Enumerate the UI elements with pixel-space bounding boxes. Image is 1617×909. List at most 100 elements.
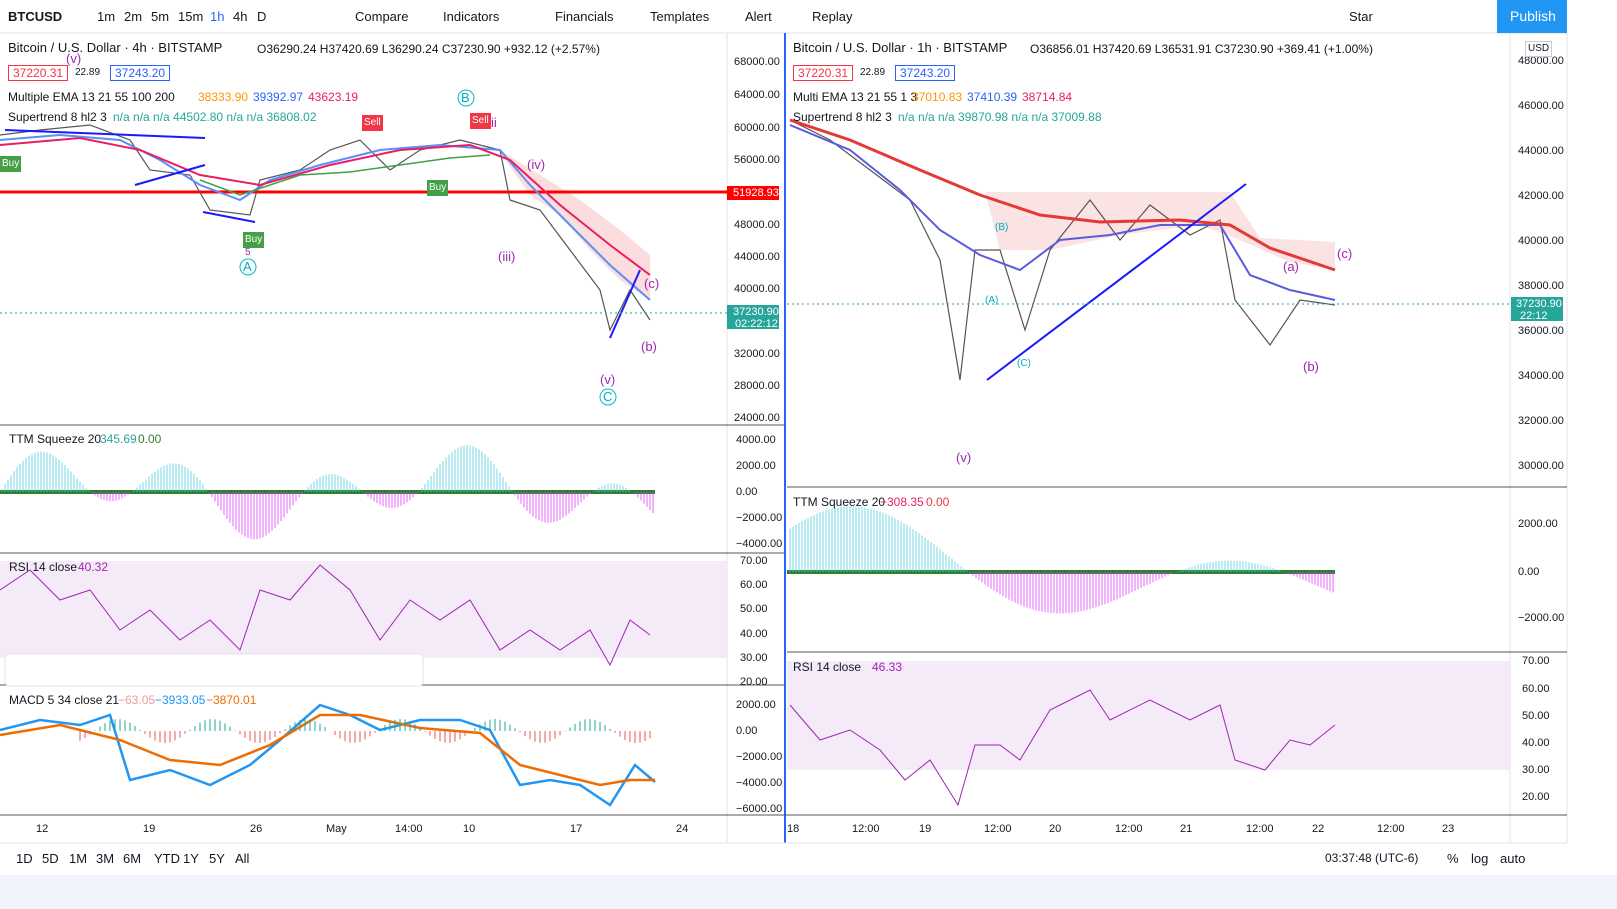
- time-axis-label: 12:00: [1115, 823, 1143, 835]
- price-axis-label: −4000.00: [736, 777, 783, 789]
- range-button[interactable]: 1M: [69, 851, 88, 866]
- star-button[interactable]: Star: [1349, 9, 1373, 24]
- interval[interactable]: D: [257, 9, 267, 24]
- wave-circle: [599, 388, 617, 406]
- publish-button[interactable]: Publish: [1510, 8, 1556, 24]
- price-tag: 37230.90: [733, 306, 779, 318]
- wave-label: (A): [985, 295, 999, 306]
- indicator-value: −63.05: [118, 693, 156, 707]
- tool-button[interactable]: Templates: [650, 9, 710, 24]
- indicator-name: TTM Squeeze 20: [793, 495, 886, 509]
- time-axis-label: 12:00: [852, 823, 880, 835]
- tag-bg: [1511, 297, 1563, 321]
- indicator-value: 46.33: [872, 660, 903, 674]
- countdown: 02:22:12: [735, 318, 778, 330]
- time-axis-label: 10: [463, 823, 476, 835]
- tag-bg: [727, 305, 779, 329]
- price-axis-label: 44000.00: [1518, 145, 1564, 157]
- range-button[interactable]: All: [235, 851, 250, 866]
- wave-label: ii: [491, 115, 497, 130]
- range-button[interactable]: YTD: [154, 851, 180, 866]
- indicator-value: 37010.83: [912, 90, 963, 104]
- ema-line: [0, 133, 651, 301]
- trendline: [986, 183, 1247, 381]
- price-axis-label: 28000.00: [734, 380, 780, 392]
- indicator-value: 40.32: [78, 560, 109, 574]
- tool-button[interactable]: Indicators: [443, 9, 500, 24]
- price-axis-label: 60000.00: [734, 122, 780, 134]
- ema-ribbon: [500, 150, 650, 300]
- ema-ribbon: [985, 192, 1335, 270]
- time-axis-label: 23: [1442, 823, 1455, 835]
- wave-label: (v): [66, 51, 82, 66]
- price-tag: 37230.90: [1516, 298, 1562, 310]
- indicator-value: 37410.39: [967, 90, 1018, 104]
- spread: 22.89: [860, 67, 886, 78]
- indicator-value: 39392.97: [253, 90, 304, 104]
- countdown: 22:12: [1520, 310, 1548, 322]
- range-button[interactable]: 1Y: [183, 851, 199, 866]
- time-axis-label: 22: [1312, 823, 1325, 835]
- price-axis-label: 56000.00: [734, 154, 780, 166]
- price-line: [0, 124, 651, 332]
- level-tag: 51928.93: [733, 187, 779, 199]
- interval[interactable]: 15m: [178, 9, 204, 24]
- interval[interactable]: 5m: [151, 9, 170, 24]
- range-button[interactable]: 1D: [16, 851, 33, 866]
- tool-button[interactable]: Financials: [555, 9, 614, 24]
- indicator-value: 345.69: [100, 432, 137, 446]
- clock: 03:37:48 (UTC-6): [1325, 851, 1419, 865]
- tool-button[interactable]: Compare: [355, 9, 409, 24]
- price-axis-label: 50.00: [740, 603, 768, 615]
- scale-option[interactable]: %: [1447, 851, 1459, 866]
- wave-circle: [457, 89, 475, 107]
- ask: 37243.20: [110, 65, 171, 81]
- range-button[interactable]: 5D: [42, 851, 59, 866]
- range-button[interactable]: 3M: [96, 851, 115, 866]
- indicator-value: n/a n/a n/a 39870.98 n/a n/a 37009.88: [898, 110, 1102, 124]
- interval[interactable]: 4h: [233, 9, 248, 24]
- ema-line: [789, 124, 1336, 301]
- wave-label: A: [243, 259, 252, 274]
- tool-button[interactable]: Replay: [812, 9, 853, 24]
- drawing-toolbar[interactable]: [4, 653, 424, 687]
- price-axis-label: 48000.00: [734, 219, 780, 231]
- range-button[interactable]: 6M: [123, 851, 142, 866]
- price-axis-label: 20.00: [740, 676, 768, 688]
- rsi-band: [787, 661, 1510, 770]
- price-axis-label: 30.00: [740, 652, 768, 664]
- trendline: [609, 269, 641, 339]
- interval[interactable]: 2m: [124, 9, 143, 24]
- wave-label: (b): [1303, 359, 1319, 374]
- wave-circle: [239, 258, 257, 276]
- time-axis-label: 20: [1049, 823, 1062, 835]
- interval[interactable]: 1h: [210, 9, 225, 24]
- price-axis-label: 60.00: [740, 579, 768, 591]
- range-button[interactable]: 5Y: [209, 851, 225, 866]
- price-axis-label: 32000.00: [1518, 415, 1564, 427]
- rsi-line: [0, 564, 651, 667]
- price-axis-label: 60.00: [1522, 683, 1550, 695]
- indicator-value: 38714.84: [1022, 90, 1073, 104]
- price-axis-label: 0.00: [1518, 566, 1540, 578]
- indicator-value: −308.35: [880, 495, 924, 509]
- interval[interactable]: 1m: [97, 9, 116, 24]
- indicator-value: −3870.01: [206, 693, 257, 707]
- symbol[interactable]: BTCUSD: [8, 9, 63, 24]
- wave-label: (C): [1017, 358, 1031, 369]
- price-axis-label: 40000.00: [734, 283, 780, 295]
- supertrend: [199, 154, 491, 196]
- time-axis-label: 12: [36, 823, 49, 835]
- scale-option[interactable]: auto: [1500, 851, 1526, 866]
- tool-button[interactable]: Alert: [745, 9, 772, 24]
- rsi-line: [789, 689, 1336, 807]
- scale-option[interactable]: log: [1471, 851, 1489, 866]
- indicator-name: Multi EMA 13 21 55 1 3: [793, 90, 918, 104]
- price-axis-label: 44000.00: [734, 251, 780, 263]
- wave-label: (a): [1283, 259, 1299, 274]
- indicator-value: −3933.05: [155, 693, 206, 707]
- indicator-name: Supertrend 8 hl2 3: [793, 110, 892, 124]
- time-axis-label: 12:00: [1246, 823, 1274, 835]
- time-axis-label: 21: [1180, 823, 1193, 835]
